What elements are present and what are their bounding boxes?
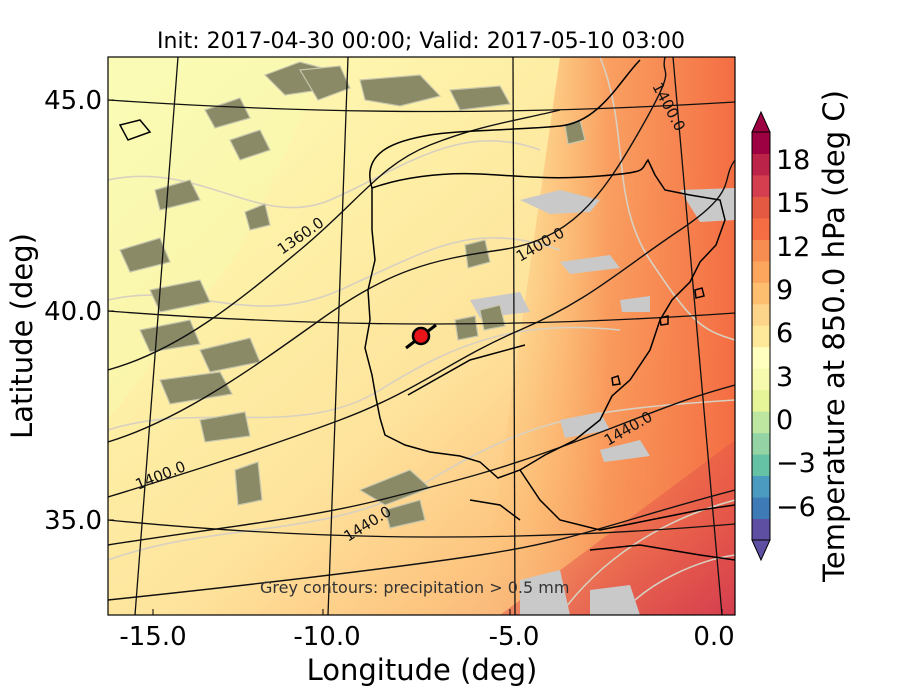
- x-tick-label: -10.0: [293, 622, 360, 652]
- colorbar-ticks: 18 15 12 9 6 3 0 −3 −6: [776, 145, 816, 523]
- plot-frame: [107, 56, 736, 616]
- cb-tick-label: 9: [776, 275, 793, 306]
- plot-title: Init: 2017-04-30 00:00; Valid: 2017-05-1…: [157, 29, 685, 54]
- colorbar-label: Temperature at 850.0 hPa (deg C): [817, 90, 851, 583]
- balearic-islands: [611, 287, 705, 386]
- colorbar-segment: [752, 260, 770, 283]
- graticule: [108, 57, 735, 615]
- cb-tick-label: 15: [776, 188, 810, 219]
- precip-note: Grey contours: precipitation > 0.5 mm: [260, 578, 569, 597]
- colorbar-segment: [752, 325, 770, 348]
- marker-dot: [411, 326, 431, 346]
- colorbar-segment: [752, 475, 770, 498]
- colorbar-top-extension: [751, 110, 771, 133]
- colorbar-segment: [752, 217, 770, 240]
- colorbar-segment: [752, 454, 770, 477]
- x-axis-label: Longitude (deg): [307, 653, 538, 687]
- y-tick-label: 45.0: [44, 86, 102, 116]
- x-tick-label: 0.0: [693, 622, 734, 652]
- cb-tick-label: 12: [776, 232, 810, 263]
- colorbar-segment: [752, 346, 770, 369]
- colorbar-segment: [752, 368, 770, 391]
- colorbar-segment: [752, 497, 770, 520]
- y-tick-label: 35.0: [44, 506, 102, 536]
- colorbar-segments: [752, 132, 770, 541]
- cb-tick-label: 0: [776, 405, 793, 436]
- coastlines: [118, 59, 735, 561]
- colorbar: 18 15 12 9 6 3 0 −3 −6 Temperature at 85…: [751, 90, 851, 583]
- cb-tick-label: −6: [776, 492, 816, 523]
- y-tick-label: 40.0: [44, 297, 102, 327]
- colorbar-segment: [752, 518, 770, 541]
- colorbar-segment: [752, 196, 770, 219]
- colorbar-segment: [752, 239, 770, 262]
- x-tick-label: -5.0: [489, 622, 540, 652]
- geopotential-contours: [108, 57, 735, 601]
- cb-tick-label: −3: [776, 448, 816, 479]
- colorbar-segment: [752, 174, 770, 197]
- map-plot-area: 1360.0 1400.0 1400.0 1400.0 1440.0 1440.…: [108, 57, 735, 615]
- y-axis: 45.0 40.0 35.0 Latitude (deg): [5, 86, 114, 536]
- colorbar-segment: [752, 153, 770, 176]
- colorbar-segment: [752, 282, 770, 305]
- colorbar-segment: [752, 432, 770, 455]
- colorbar-bottom-extension: [751, 539, 771, 562]
- colorbar-segment: [752, 303, 770, 326]
- cb-tick-label: 3: [776, 362, 793, 393]
- x-axis: -15.0 -10.0 -5.0 0.0 Longitude (deg): [119, 609, 735, 687]
- colorbar-segment: [752, 411, 770, 434]
- colorbar-segment: [752, 132, 770, 154]
- cb-tick-label: 18: [776, 145, 810, 176]
- colorbar-frame: [751, 131, 771, 541]
- x-tick-label: -15.0: [119, 622, 186, 652]
- cb-tick-label: 6: [776, 318, 793, 349]
- location-marker: [405, 323, 437, 350]
- y-axis-label: Latitude (deg): [5, 233, 39, 439]
- colorbar-segment: [752, 389, 770, 412]
- terrain-patches: [119, 61, 586, 529]
